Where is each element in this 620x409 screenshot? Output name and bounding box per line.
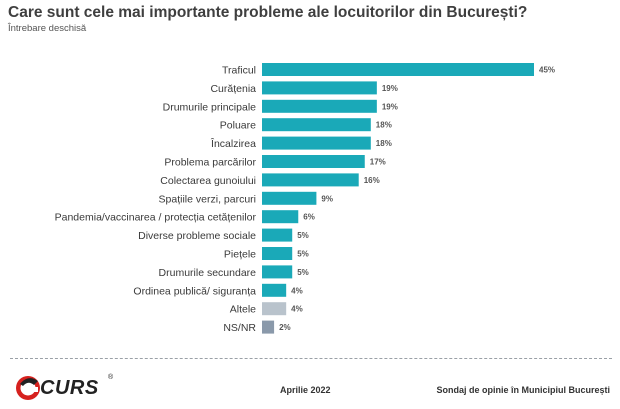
registered-mark: ® [108, 374, 114, 381]
data-label: 18% [376, 139, 392, 148]
data-label: 17% [370, 158, 386, 167]
category-label: Colectarea gunoiului [160, 175, 256, 187]
chart-subtitle: Întrebare deschisă [8, 23, 87, 34]
data-label: 16% [364, 176, 380, 185]
category-label: Drumurile principale [163, 101, 257, 113]
bar [262, 136, 371, 150]
category-label: Spațiile verzi, parcuri [159, 193, 256, 205]
curs-logo-icon [16, 376, 40, 400]
brand-name: CURS [40, 377, 99, 399]
category-label: Traficul [222, 65, 256, 77]
category-label: Problema parcărilor [164, 157, 256, 169]
category-label: NS/NR [223, 322, 256, 334]
bar [262, 265, 293, 279]
data-label: 5% [297, 250, 309, 259]
bar [262, 320, 275, 334]
survey-date: Aprilie 2022 [280, 385, 331, 395]
bar [262, 81, 377, 95]
category-label: Diverse probleme sociale [138, 230, 256, 242]
data-label: 9% [321, 194, 333, 203]
data-label: 5% [297, 231, 309, 240]
survey-source: Sondaj de opinie în Municipiul București [436, 385, 610, 395]
bar [262, 283, 287, 297]
bar [262, 191, 317, 205]
data-label: 4% [291, 305, 303, 314]
data-label: 5% [297, 268, 309, 277]
bar [262, 210, 299, 224]
chart-title: Care sunt cele mai importante probleme a… [8, 4, 528, 21]
category-label: Drumurile secundare [159, 267, 257, 279]
bar [262, 228, 293, 242]
category-label: Pandemia/vaccinarea / protecția cetățeni… [55, 212, 257, 224]
data-label: 18% [376, 121, 392, 130]
category-label: Curățenia [210, 83, 256, 95]
category-label: Poluare [220, 120, 256, 132]
bar [262, 118, 371, 132]
bar [262, 155, 365, 168]
bar [262, 63, 534, 76]
bar [262, 247, 293, 260]
data-label: 2% [279, 323, 291, 332]
data-label: 6% [303, 213, 315, 222]
bar [262, 173, 359, 187]
data-label: 19% [382, 84, 398, 93]
category-label: Altele [230, 304, 256, 316]
category-label: Încalzirea [210, 137, 256, 150]
category-label: Ordinea publică/ siguranța [133, 285, 256, 297]
bar-chart: Traficul 45% Curățenia 19% Drumurile princip… [55, 63, 555, 334]
data-label: 4% [291, 286, 303, 295]
bar [262, 302, 287, 316]
bar [262, 99, 377, 113]
footer-divider [10, 358, 612, 359]
data-label: 45% [539, 66, 555, 75]
data-label: 19% [382, 102, 398, 111]
category-label: Piețele [224, 249, 256, 261]
